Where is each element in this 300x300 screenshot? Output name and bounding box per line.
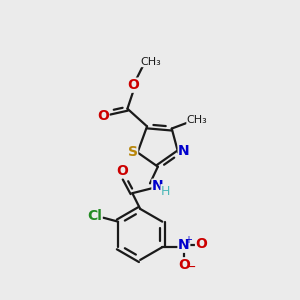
Text: Cl: Cl bbox=[87, 209, 102, 223]
Text: −: − bbox=[185, 261, 196, 274]
Text: O: O bbox=[178, 258, 190, 272]
Text: N: N bbox=[178, 238, 190, 252]
Text: O: O bbox=[196, 237, 208, 251]
Text: H: H bbox=[161, 185, 170, 198]
Text: O: O bbox=[97, 109, 109, 123]
Text: N: N bbox=[178, 145, 190, 158]
Text: CH₃: CH₃ bbox=[187, 115, 208, 125]
Text: N: N bbox=[152, 179, 164, 193]
Text: O: O bbox=[128, 78, 139, 92]
Text: CH₃: CH₃ bbox=[141, 57, 161, 67]
Text: O: O bbox=[117, 164, 128, 178]
Text: S: S bbox=[128, 146, 138, 160]
Text: +: + bbox=[184, 235, 192, 245]
